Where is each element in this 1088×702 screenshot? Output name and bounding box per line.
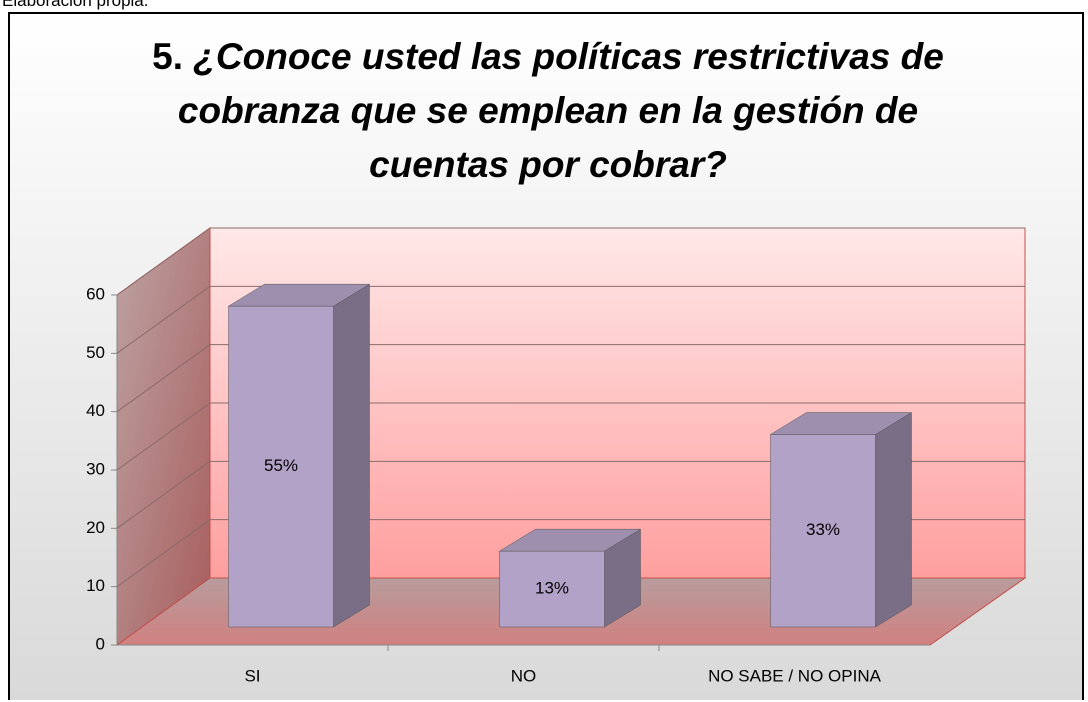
- chart-title: 5. ¿Conoce usted las políticas restricti…: [120, 30, 976, 192]
- grid-line: [116, 344, 211, 413]
- grid-line: [116, 227, 211, 296]
- grid-line: [116, 285, 211, 354]
- value-label: 33%: [806, 520, 840, 539]
- y-tick-label: 20: [86, 518, 105, 537]
- y-tick-label: 50: [86, 343, 105, 362]
- x-tick-label: SI: [244, 666, 260, 685]
- value-label: 13%: [535, 579, 569, 598]
- title-text: ¿Conoce usted las políticas restrictivas…: [177, 36, 944, 185]
- bar: [499, 550, 605, 628]
- grid-line: [116, 519, 211, 588]
- x-tick-label: NO: [511, 666, 537, 685]
- bar: [228, 305, 334, 628]
- source-note: Elaboración propia.: [2, 0, 149, 10]
- y-tick-label: 40: [86, 401, 105, 420]
- grid-line: [116, 460, 211, 529]
- bar-side: [875, 412, 912, 628]
- y-tick-label: 60: [86, 284, 105, 303]
- y-tick-label: 30: [86, 459, 105, 478]
- title-number: 5.: [152, 36, 184, 77]
- grid-line: [116, 402, 211, 471]
- y-tick-label: 0: [96, 634, 105, 653]
- bar: [770, 434, 876, 628]
- x-tick-label: NO SABE / NO OPINA: [708, 666, 882, 685]
- bar-side: [333, 283, 370, 628]
- y-tick-label: 10: [86, 576, 105, 595]
- value-label: 55%: [264, 456, 298, 475]
